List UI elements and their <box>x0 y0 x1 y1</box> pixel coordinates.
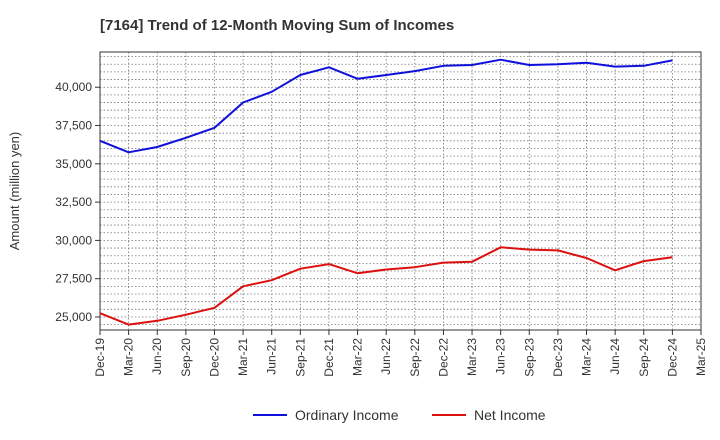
x-tick-label: Dec-24 <box>665 338 679 377</box>
x-tick-label: Jun-20 <box>150 338 164 375</box>
x-tick-label: Sep-24 <box>637 338 651 377</box>
x-tick-label: Dec-20 <box>207 338 221 377</box>
x-tick-label: Dec-19 <box>93 338 107 377</box>
x-tick-label: Sep-21 <box>293 338 307 377</box>
x-tick-label: Mar-23 <box>465 338 479 376</box>
x-tick-label: Jun-21 <box>265 338 279 375</box>
y-tick-label: 32,500 <box>55 195 92 209</box>
series-line-ordinary-income <box>99 58 673 154</box>
plot-frame <box>99 51 702 331</box>
y-tick-label: 35,000 <box>55 157 92 171</box>
y-tick-label: 30,000 <box>55 233 92 247</box>
legend-label: Net Income <box>474 407 546 423</box>
x-tick-label: Sep-20 <box>179 338 193 377</box>
y-tick-label: 27,500 <box>55 272 92 286</box>
y-tick-label: 37,500 <box>55 119 92 133</box>
x-tick-label: Jun-23 <box>494 338 508 375</box>
chart-title: [7164] Trend of 12-Month Moving Sum of I… <box>100 17 454 34</box>
x-tick-label: Sep-23 <box>522 338 536 377</box>
legend: Ordinary Income Net Income <box>253 407 546 423</box>
plot-area: 25,000 27,500 30,000 32,500 35,000 37,500 40,0… <box>55 51 708 377</box>
x-tick-label: Jun-24 <box>608 338 622 375</box>
y-tick-label: 40,000 <box>55 80 92 94</box>
x-tick-label: Mar-25 <box>694 338 708 376</box>
series-line-net-income <box>99 246 673 326</box>
legend-label: Ordinary Income <box>295 407 399 423</box>
y-axis-label: Amount (million yen) <box>7 132 22 251</box>
x-tick-label: Mar-21 <box>236 338 250 376</box>
x-tick-label: Mar-20 <box>122 338 136 376</box>
x-tick-label: Dec-23 <box>551 338 565 377</box>
x-tick-label: Sep-22 <box>408 338 422 377</box>
x-tick-label: Mar-22 <box>351 338 365 376</box>
x-tick-label: Dec-22 <box>436 338 450 377</box>
y-tick-label: 25,000 <box>55 310 92 324</box>
x-tick-label: Jun-22 <box>379 338 393 375</box>
x-tick-label: Mar-24 <box>580 338 594 376</box>
x-tick-label: Dec-21 <box>322 338 336 377</box>
